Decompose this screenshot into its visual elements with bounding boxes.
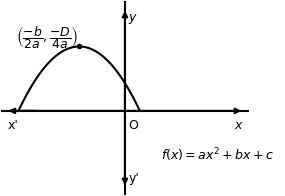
Text: y: y: [128, 11, 136, 24]
Text: $\left(\dfrac{-b}{2a}, \dfrac{-D}{4a}\right)$: $\left(\dfrac{-b}{2a}, \dfrac{-D}{4a}\ri…: [16, 24, 79, 51]
Text: y': y': [128, 172, 139, 185]
Text: $f(x) = ax^2 + bx + c$: $f(x) = ax^2 + bx + c$: [161, 146, 274, 164]
Text: O: O: [128, 119, 138, 132]
Text: x': x': [8, 119, 19, 132]
Text: x: x: [235, 119, 242, 132]
